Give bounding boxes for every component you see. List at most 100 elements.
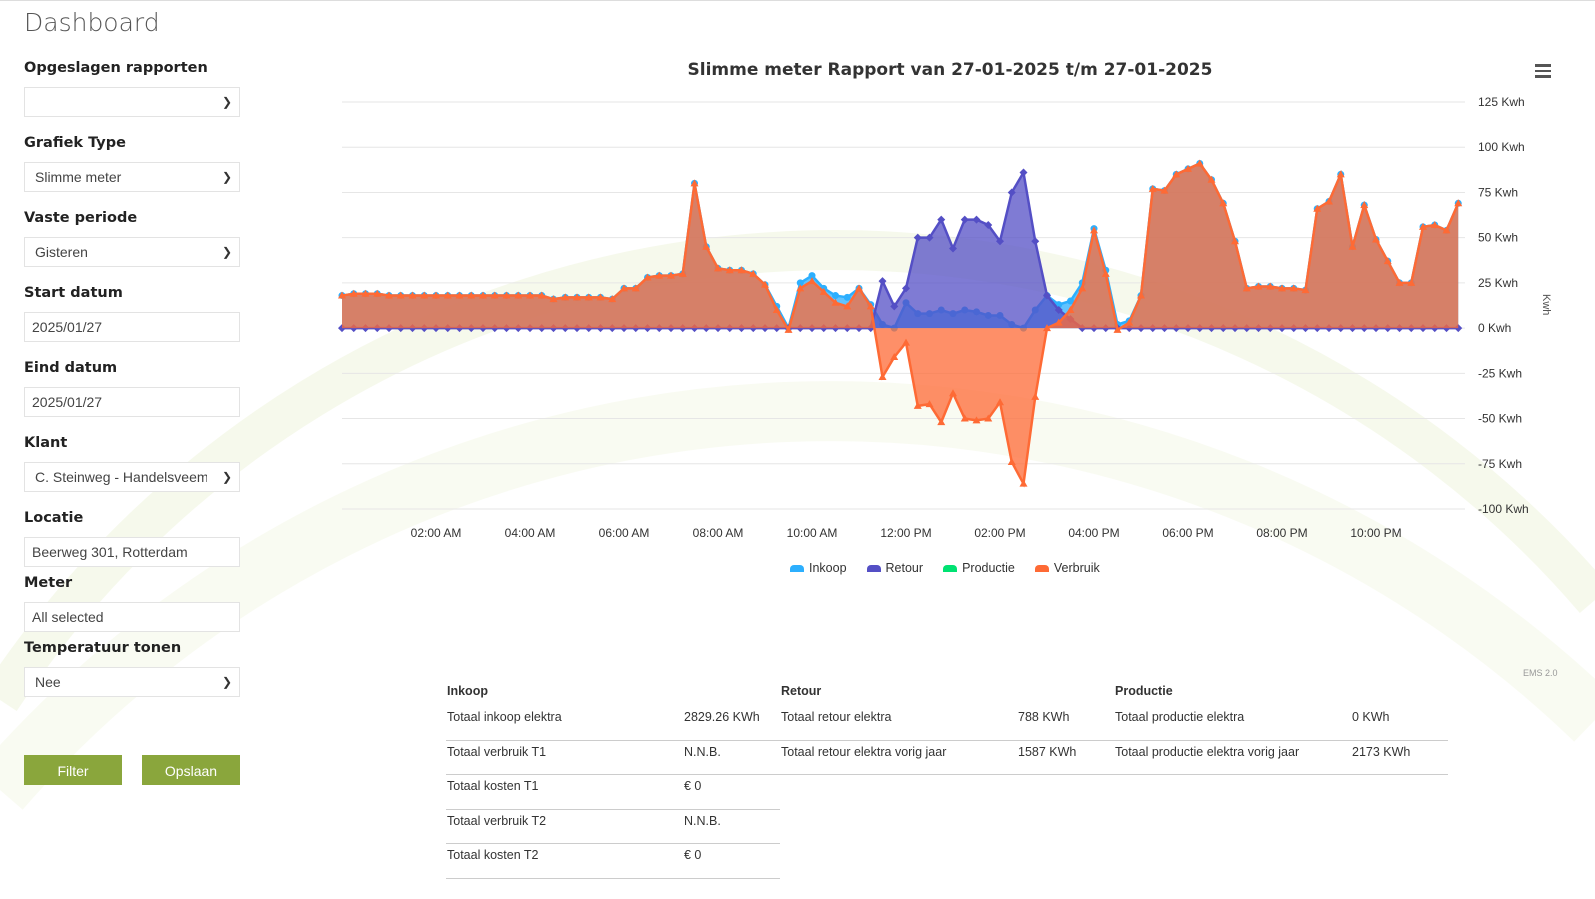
data-point[interactable]	[1043, 291, 1051, 300]
data-point[interactable]	[925, 233, 934, 242]
data-point[interactable]	[514, 291, 523, 299]
data-point[interactable]	[1395, 278, 1404, 286]
data-point[interactable]	[1007, 188, 1016, 197]
data-point[interactable]	[1442, 226, 1451, 234]
data-point[interactable]	[902, 338, 910, 346]
temperature-select[interactable]: Nee ❯	[24, 667, 240, 697]
data-point[interactable]	[913, 233, 922, 242]
data-point[interactable]	[620, 284, 628, 292]
data-point[interactable]	[479, 291, 487, 299]
legend-item-productie[interactable]: Productie	[943, 561, 1015, 575]
data-point[interactable]	[890, 302, 899, 311]
fixed-period-select[interactable]: Gisteren ❯	[24, 237, 240, 267]
data-point[interactable]	[643, 273, 652, 281]
data-point[interactable]	[1454, 199, 1463, 207]
data-point[interactable]	[984, 221, 993, 230]
data-point[interactable]	[1090, 226, 1098, 234]
data-point[interactable]	[1289, 284, 1298, 292]
data-point[interactable]	[1031, 237, 1040, 246]
data-point[interactable]	[949, 244, 957, 253]
data-point[interactable]	[902, 284, 910, 293]
data-point[interactable]	[1219, 199, 1228, 207]
data-point[interactable]	[1266, 282, 1275, 290]
data-point[interactable]	[1148, 184, 1157, 192]
data-point[interactable]	[1067, 297, 1074, 305]
data-point[interactable]	[1360, 201, 1369, 209]
data-point[interactable]	[1113, 325, 1122, 333]
legend-item-inkoop[interactable]: Inkoop	[790, 561, 847, 575]
data-point[interactable]	[561, 293, 570, 301]
client-select[interactable]: C. Steinweg - Handelsveem B.V. ❯	[24, 462, 240, 492]
data-point[interactable]	[549, 295, 558, 303]
legend-item-retour[interactable]: Retour	[866, 561, 923, 575]
data-point[interactable]	[1066, 306, 1075, 314]
data-point[interactable]	[808, 272, 816, 280]
data-point[interactable]	[972, 215, 981, 224]
data-point[interactable]	[1336, 170, 1345, 178]
data-point[interactable]	[925, 400, 934, 408]
data-point[interactable]	[855, 284, 863, 292]
data-point[interactable]	[361, 289, 370, 297]
data-point[interactable]	[584, 293, 593, 301]
data-point[interactable]	[1172, 170, 1181, 178]
data-point[interactable]	[537, 291, 546, 299]
data-point[interactable]	[1383, 257, 1392, 265]
data-point[interactable]	[1101, 269, 1110, 277]
data-point[interactable]	[796, 284, 805, 292]
data-point[interactable]	[866, 302, 875, 310]
data-point[interactable]	[749, 269, 758, 277]
data-point[interactable]	[949, 389, 957, 397]
location-input[interactable]: Beerweg 301, Rotterdam	[24, 537, 240, 567]
data-point[interactable]	[1325, 197, 1333, 205]
data-point[interactable]	[808, 277, 816, 285]
data-point[interactable]	[1207, 175, 1216, 183]
data-point[interactable]	[1054, 306, 1063, 315]
data-point[interactable]	[420, 291, 429, 299]
start-date-input[interactable]: 2025/01/27	[24, 312, 240, 342]
data-point[interactable]	[1301, 286, 1310, 294]
data-point[interactable]	[784, 325, 793, 333]
data-point[interactable]	[690, 179, 699, 187]
data-point[interactable]	[878, 277, 887, 286]
data-point[interactable]	[737, 266, 746, 274]
data-point[interactable]	[596, 293, 605, 301]
data-point[interactable]	[996, 237, 1004, 246]
data-point[interactable]	[702, 242, 711, 250]
data-point[interactable]	[714, 264, 722, 272]
data-point[interactable]	[972, 416, 981, 424]
data-point[interactable]	[667, 271, 675, 279]
save-button[interactable]: Opslaan	[142, 755, 240, 785]
data-point[interactable]	[349, 289, 358, 297]
data-point[interactable]	[890, 353, 899, 361]
data-point[interactable]	[1019, 168, 1028, 177]
data-point[interactable]	[1195, 159, 1204, 167]
data-point[interactable]	[1019, 479, 1028, 487]
data-point[interactable]	[467, 291, 476, 299]
data-point[interactable]	[1184, 164, 1192, 172]
data-point[interactable]	[1407, 278, 1416, 286]
saved-reports-select[interactable]: ❯	[24, 87, 240, 117]
data-point[interactable]	[843, 302, 852, 310]
data-point[interactable]	[984, 414, 993, 422]
data-point[interactable]	[385, 291, 393, 299]
data-point[interactable]	[1043, 324, 1051, 332]
data-point[interactable]	[338, 291, 346, 299]
data-point[interactable]	[526, 291, 534, 299]
data-point[interactable]	[396, 291, 405, 299]
data-point[interactable]	[1031, 392, 1040, 400]
meter-multiselect[interactable]: All selected	[24, 602, 240, 632]
end-date-input[interactable]: 2025/01/27	[24, 387, 240, 417]
data-point[interactable]	[937, 418, 946, 426]
data-point[interactable]	[455, 291, 464, 299]
data-point[interactable]	[490, 291, 499, 299]
data-point[interactable]	[725, 266, 734, 274]
data-point[interactable]	[631, 284, 640, 292]
data-point[interactable]	[443, 291, 452, 299]
data-point[interactable]	[373, 289, 382, 297]
data-point[interactable]	[1348, 242, 1357, 250]
data-point[interactable]	[408, 291, 417, 299]
chart-type-select[interactable]: Slimme meter ❯	[24, 162, 240, 192]
data-point[interactable]	[1372, 235, 1380, 243]
data-point[interactable]	[1160, 186, 1169, 194]
data-point[interactable]	[502, 291, 511, 299]
